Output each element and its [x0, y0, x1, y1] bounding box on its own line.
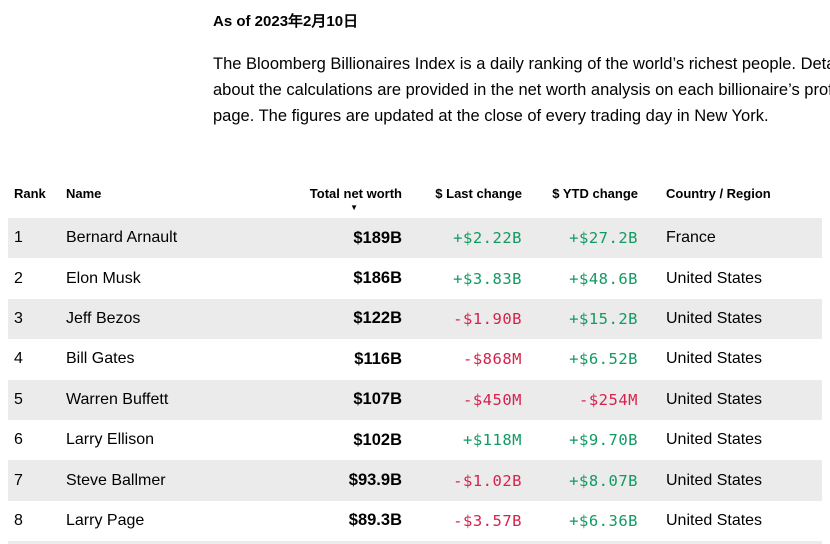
- table-row[interactable]: 3 Jeff Bezos $122B -$1.90B +$15.2B United Sta…: [8, 298, 822, 340]
- rank-cell: 7: [14, 471, 23, 489]
- name-cell: Bill Gates: [66, 350, 135, 368]
- name-cell: Warren Buffett: [66, 390, 169, 408]
- net-worth-cell: $89.3B: [348, 511, 402, 530]
- country-cell: United States: [666, 511, 763, 529]
- rank-cell: 5: [14, 390, 23, 408]
- description-line: The Bloomberg Billionaires Index is a da…: [213, 55, 830, 73]
- description-line: about the calculations are provided in t…: [213, 81, 830, 99]
- ytd-change-cell: +$8.07B: [569, 471, 638, 490]
- column-header-total-net-worth-label: Total net worth: [309, 186, 402, 201]
- name-cell: Steve Ballmer: [66, 471, 166, 489]
- net-worth-cell: $107B: [353, 390, 402, 409]
- table-header-row: Rank Name Total net worth ▼ $ Last chang…: [8, 178, 822, 218]
- sort-descending-icon: ▼: [350, 203, 358, 212]
- country-cell: United States: [666, 431, 763, 449]
- column-header-last-change[interactable]: $ Last change: [435, 186, 522, 201]
- column-header-name[interactable]: Name: [66, 186, 102, 201]
- last-change-cell: -$1.90B: [453, 309, 522, 328]
- last-change-cell: -$450M: [463, 390, 522, 409]
- name-cell: Bernard Arnault: [66, 229, 178, 247]
- as-of-date: As of 2023年2月10日: [213, 13, 359, 30]
- column-header-total-net-worth[interactable]: Total net worth ▼: [295, 184, 402, 212]
- country-cell: France: [666, 229, 716, 247]
- country-cell: United States: [666, 309, 763, 327]
- rank-cell: 6: [14, 431, 23, 449]
- table-row[interactable]: 6 Larry Ellison $102B +$118M +$9.70B United S…: [8, 419, 822, 461]
- description-line: page. The figures are updated at the clo…: [213, 107, 769, 125]
- table-row[interactable]: 8 Larry Page $89.3B -$3.57B +$6.36B United St…: [8, 500, 822, 542]
- ytd-change-cell: +$15.2B: [569, 309, 638, 328]
- name-cell: Larry Ellison: [66, 431, 155, 449]
- table-row[interactable]: 2 Elon Musk $186B +$3.83B +$48.6B United Stat…: [8, 258, 822, 299]
- column-header-rank[interactable]: Rank: [14, 186, 46, 201]
- name-cell: Jeff Bezos: [66, 309, 141, 327]
- ytd-change-cell: +$27.2B: [569, 229, 638, 248]
- net-worth-cell: $116B: [354, 349, 402, 368]
- ytd-change-cell: +$9.70B: [569, 431, 638, 450]
- table-row[interactable]: 4 Bill Gates $116B -$868M +$6.52B United Stat…: [8, 339, 822, 380]
- net-worth-cell: $189B: [353, 228, 402, 247]
- billionaires-table: Rank Name Total net worth ▼ $ Last chang…: [8, 178, 822, 544]
- table-row[interactable]: 7 Steve Ballmer $93.9B -$1.02B +$8.07B United…: [8, 460, 822, 501]
- last-change-cell: +$3.83B: [453, 269, 522, 288]
- column-header-country[interactable]: Country / Region: [666, 186, 771, 201]
- rank-cell: 2: [14, 269, 23, 287]
- country-cell: United States: [666, 350, 763, 368]
- country-cell: United States: [666, 471, 763, 489]
- last-change-cell: -$868M: [463, 350, 522, 369]
- last-change-cell: -$1.02B: [453, 471, 522, 490]
- ytd-change-cell: +$48.6B: [569, 269, 638, 288]
- rank-cell: 4: [14, 350, 23, 368]
- last-change-cell: -$3.57B: [453, 511, 522, 530]
- last-change-cell: +$118M: [463, 431, 522, 450]
- ytd-change-cell: -$254M: [579, 390, 638, 409]
- country-cell: United States: [666, 390, 763, 408]
- index-intro: As of 2023年2月10日 The Bloomberg Billionai…: [213, 10, 830, 129]
- table-row-partial[interactable]: [8, 541, 822, 544]
- ytd-change-cell: +$6.36B: [569, 511, 638, 530]
- column-header-ytd-change[interactable]: $ YTD change: [552, 186, 638, 201]
- table-row[interactable]: 1 Bernard Arnault $189B +$2.22B +$27.2B Franc…: [8, 218, 822, 259]
- name-cell: Larry Page: [66, 511, 145, 529]
- table-body: 1 Bernard Arnault $189B +$2.22B +$27.2B Franc…: [8, 218, 822, 544]
- net-worth-cell: $93.9B: [348, 471, 402, 490]
- rank-cell: 1: [14, 229, 23, 247]
- last-change-cell: +$2.22B: [453, 229, 522, 248]
- country-cell: United States: [666, 269, 763, 287]
- net-worth-cell: $102B: [353, 430, 402, 449]
- rank-cell: 3: [14, 309, 23, 327]
- name-cell: Elon Musk: [66, 269, 141, 287]
- table-row[interactable]: 5 Warren Buffett $107B -$450M -$254M United S…: [8, 379, 822, 420]
- net-worth-cell: $186B: [353, 269, 402, 288]
- rank-cell: 8: [14, 511, 23, 529]
- ytd-change-cell: +$6.52B: [569, 350, 638, 369]
- net-worth-cell: $122B: [353, 309, 402, 328]
